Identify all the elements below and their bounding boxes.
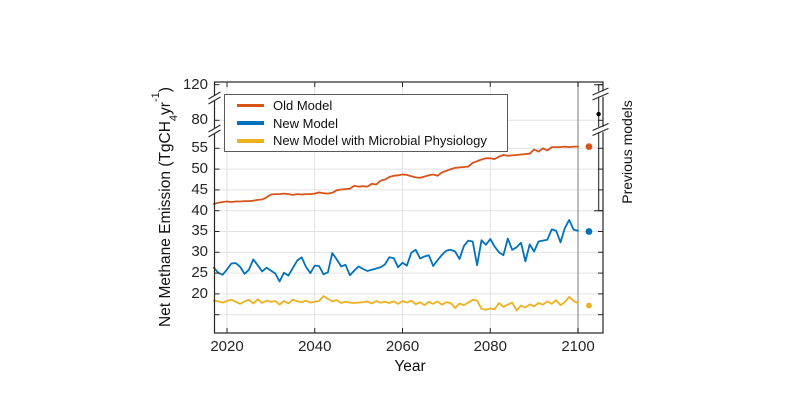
axis-break-slash bbox=[208, 124, 221, 133]
y-tick-label: 120 bbox=[182, 75, 208, 93]
axis-break-slash bbox=[592, 127, 609, 137]
new-model-with-microbial-physiology-line bbox=[212, 295, 579, 312]
error-bar-center-marker bbox=[596, 111, 601, 117]
new-model-end-marker bbox=[585, 228, 593, 235]
y-tick-label: 25 bbox=[191, 264, 208, 282]
new-model-microbial-label: New Model with Microbial Physiology bbox=[273, 133, 487, 149]
x-axis-title: Year bbox=[394, 358, 426, 375]
legend: Old Model New Model New Model with Micro… bbox=[224, 94, 508, 152]
old-model-line bbox=[212, 145, 579, 205]
axis-break-slash bbox=[592, 92, 609, 101]
new-model-line bbox=[212, 218, 579, 283]
axis-break-slash bbox=[592, 122, 609, 132]
axis-box bbox=[213, 81, 604, 334]
old-model-end-marker bbox=[585, 143, 593, 151]
axis-break-gap bbox=[591, 91, 610, 97]
old-model-label: Old Model bbox=[273, 97, 333, 113]
axis-break-slash bbox=[592, 87, 609, 96]
x-tick-label: 2100 bbox=[561, 338, 595, 355]
legend-item-new-model: New Model bbox=[225, 116, 507, 131]
y-tick-label: 80 bbox=[191, 111, 208, 129]
axis-break-gap bbox=[591, 126, 610, 133]
y-tick-label: 35 bbox=[191, 222, 208, 240]
y-tick-label: 45 bbox=[191, 181, 208, 199]
x-tick-label: 2080 bbox=[473, 338, 507, 355]
new-model-with-microbial-physiology-end-marker bbox=[586, 302, 592, 309]
y-tick-label: 30 bbox=[191, 243, 208, 261]
legend-item-old-model: Old Model bbox=[225, 98, 507, 113]
legend-item-new-model-microbial: New Model with Microbial Physiology bbox=[225, 133, 507, 148]
axis-break-gap bbox=[207, 128, 222, 134]
new-model-microbial-swatch bbox=[237, 139, 264, 143]
y-axis-title-sup: -1 bbox=[150, 92, 162, 103]
x-tick-label: 2040 bbox=[298, 338, 332, 355]
axis-break-slash bbox=[208, 129, 221, 138]
y-tick-label: 20 bbox=[191, 285, 208, 303]
new-model-swatch bbox=[237, 121, 264, 125]
x-tick-label: 2020 bbox=[210, 338, 244, 355]
x-tick-label: 2060 bbox=[385, 338, 420, 355]
axis-break-slash bbox=[208, 96, 221, 105]
previous-models-label: Previous models bbox=[619, 100, 635, 204]
y-tick-label: 40 bbox=[191, 201, 208, 219]
new-model-label: New Model bbox=[273, 115, 339, 131]
y-tick-label: 55 bbox=[191, 139, 208, 157]
axis-break-gap bbox=[207, 95, 222, 101]
y-tick-label: 50 bbox=[191, 160, 208, 178]
old-model-swatch bbox=[237, 103, 264, 107]
axis-break-slash bbox=[208, 91, 221, 100]
